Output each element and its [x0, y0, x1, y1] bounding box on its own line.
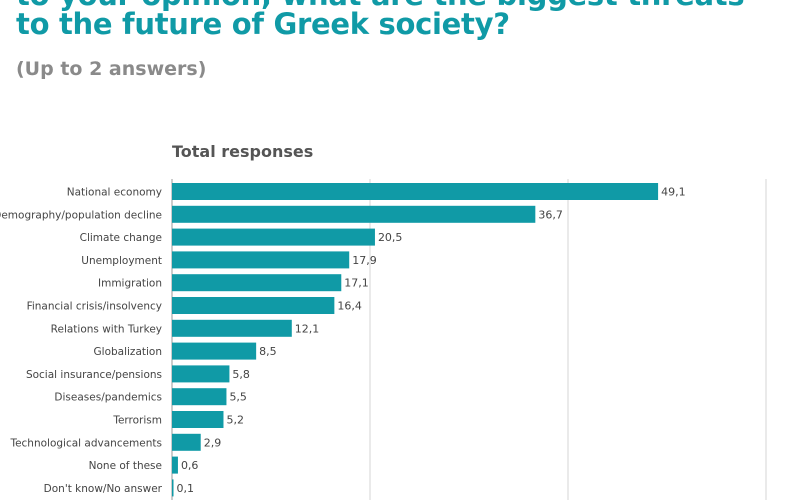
chart-subtitle: (Up to 2 answers)	[16, 58, 207, 80]
category-label: Immigration	[98, 278, 162, 290]
bar	[172, 388, 227, 406]
value-label: 36,7	[538, 208, 563, 221]
value-label: 2,9	[204, 436, 222, 449]
bar	[172, 433, 201, 451]
value-label: 49,1	[661, 186, 686, 199]
bar	[172, 411, 224, 428]
value-label: 0,1	[177, 482, 195, 495]
bar	[172, 456, 178, 474]
value-label: 16,4	[337, 300, 362, 313]
category-label: Financial crisis/insolvency	[27, 301, 162, 313]
value-label: 5,2	[226, 414, 244, 427]
bar	[172, 251, 350, 269]
chart-title-line-2: to the future of Greek society?	[16, 7, 510, 41]
bar	[172, 183, 659, 200]
category-label: Climate change	[80, 232, 162, 244]
title-area: to your opinion, what are the biggest th…	[0, 0, 800, 46]
category-label: Unemployment	[81, 255, 162, 267]
bar	[172, 205, 536, 223]
category-label: Terrorism	[112, 415, 162, 427]
category-label: None of these	[89, 460, 162, 472]
value-label: 12,1	[295, 322, 320, 335]
bar	[172, 342, 257, 360]
bar	[172, 365, 230, 383]
value-label: 20,5	[378, 231, 403, 244]
bar	[172, 297, 335, 314]
value-label: 5,8	[232, 368, 250, 381]
value-label: 17,9	[352, 254, 377, 267]
bar	[172, 479, 174, 497]
bar	[172, 274, 342, 292]
value-label: 8,5	[259, 345, 277, 358]
category-label: Technological advancements	[9, 437, 162, 449]
category-label: Diseases/pandemics	[54, 392, 162, 404]
category-label: Relations with Turkey	[51, 323, 162, 335]
section-title: Total responses	[172, 142, 314, 161]
category-label: Don't know/No answer	[44, 483, 163, 495]
bar	[172, 319, 292, 337]
value-label: 5,5	[229, 391, 247, 404]
chart-title-line-1: to your opinion, what are the biggest th…	[16, 0, 745, 12]
value-label: 0,6	[181, 459, 199, 472]
category-label: Demography/population decline	[0, 209, 162, 221]
value-label: 17,1	[344, 277, 369, 290]
bar	[172, 228, 375, 246]
category-label: Social insurance/pensions	[26, 369, 162, 381]
category-label: Globalization	[94, 346, 162, 358]
category-label: National economy	[67, 187, 162, 199]
